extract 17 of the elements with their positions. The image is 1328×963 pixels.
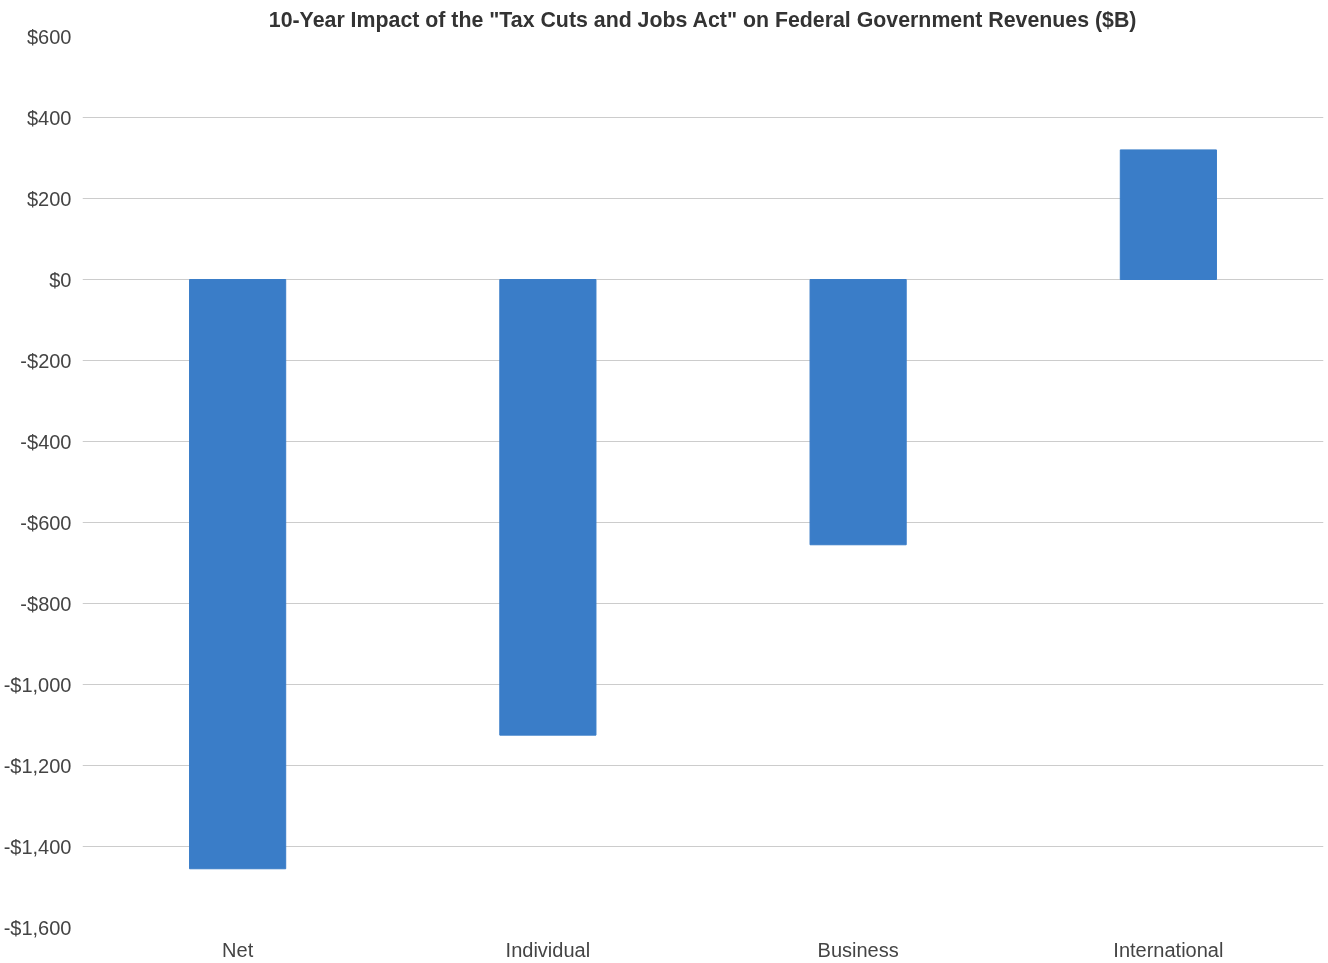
y-tick-label: -$1,200 xyxy=(3,754,72,777)
y-tick-label: $200 xyxy=(27,187,72,210)
x-tick-label: Individual xyxy=(505,938,591,961)
y-tick-label: -$1,600 xyxy=(3,916,72,939)
y-tick-label: $600 xyxy=(27,25,72,48)
y-tick-label: -$400 xyxy=(20,430,72,453)
y-tick-label: $0 xyxy=(49,268,72,291)
x-tick-label: Net xyxy=(222,938,254,961)
y-tick-label: -$1,400 xyxy=(3,835,72,858)
y-tick-label: -$200 xyxy=(20,349,72,372)
chart-title: 10-Year Impact of the "Tax Cuts and Jobs Act" on Federal Government Revenues ($B) xyxy=(268,7,1137,32)
y-tick-label: -$600 xyxy=(20,511,72,534)
y-tick-label: -$800 xyxy=(20,592,72,615)
y-tick-label: -$1,000 xyxy=(3,673,72,696)
x-tick-label: International xyxy=(1113,938,1224,961)
y-tick-label: $400 xyxy=(27,106,72,129)
x-tick-label: Business xyxy=(817,938,899,961)
